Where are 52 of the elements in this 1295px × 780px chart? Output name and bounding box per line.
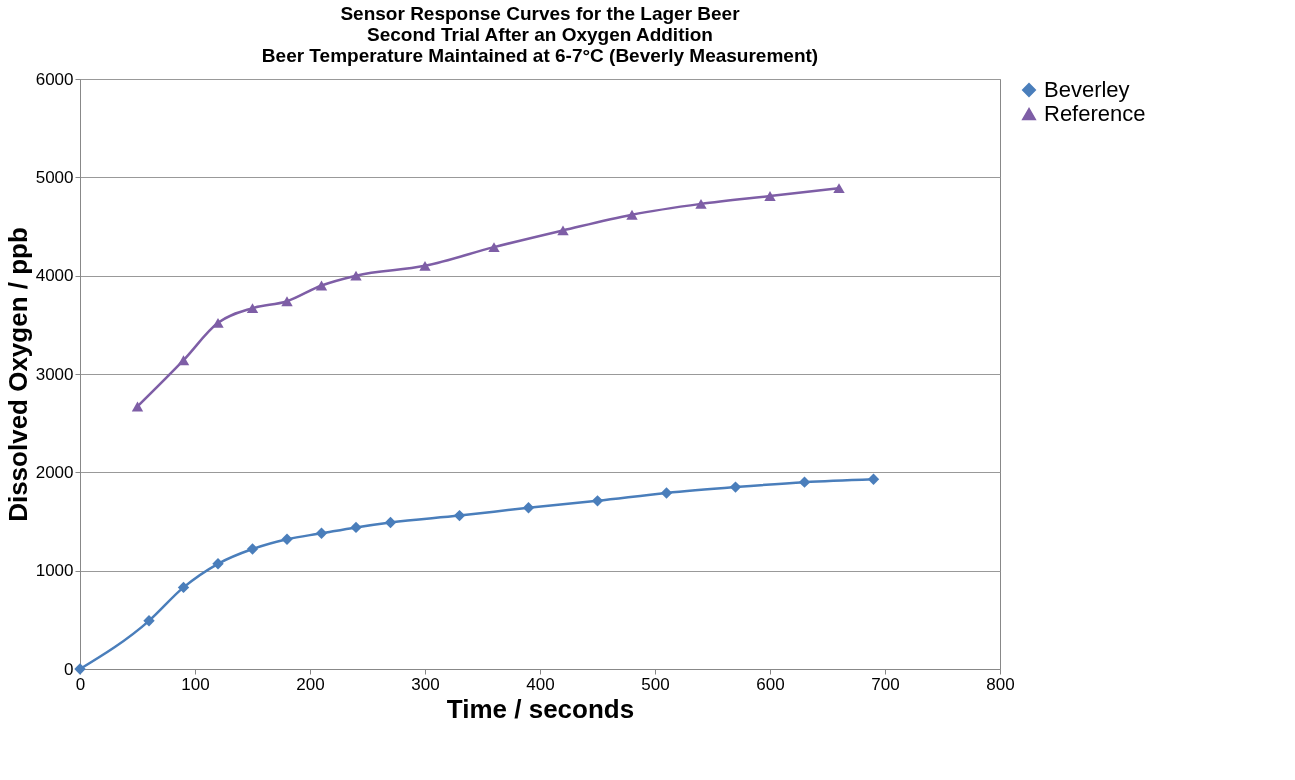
point — [177, 581, 190, 594]
point — [522, 502, 535, 514]
point — [143, 615, 155, 627]
x-axis-title: Time / seconds — [446, 693, 635, 724]
point — [246, 303, 259, 314]
point — [695, 198, 707, 209]
point — [591, 495, 604, 507]
x-tick-label: 800 — [986, 674, 1015, 694]
y-tick-label: 6000 — [35, 69, 74, 89]
point — [419, 260, 431, 271]
y-tick-label: 4000 — [35, 266, 74, 286]
point — [350, 521, 362, 534]
point — [384, 516, 397, 529]
point — [833, 183, 845, 194]
point — [453, 509, 466, 522]
y-tick-label: 3000 — [35, 364, 74, 384]
y-tick-label: 2000 — [35, 462, 74, 482]
point — [281, 296, 293, 307]
point — [177, 355, 190, 366]
point — [131, 401, 144, 412]
point — [729, 481, 742, 493]
point — [798, 476, 811, 488]
y-tick-label: 0 — [64, 659, 74, 679]
text: Second Trial After an Oxygen Addition — [367, 24, 713, 45]
y-tick-label: 5000 — [35, 167, 74, 187]
point — [557, 225, 569, 236]
y-tick-label: 1000 — [35, 561, 74, 581]
x-tick-label: 200 — [296, 674, 325, 694]
point — [246, 543, 259, 555]
point — [350, 270, 362, 281]
point — [74, 663, 86, 675]
x-tick-label: 600 — [756, 674, 785, 694]
x-tick-label: 500 — [641, 674, 670, 694]
x-tick-label: 700 — [871, 674, 900, 694]
point — [212, 558, 224, 570]
legend-label: Reference — [1044, 101, 1146, 126]
point — [660, 487, 673, 499]
point — [281, 533, 293, 545]
point — [867, 473, 880, 485]
x-tick-label: 300 — [411, 674, 440, 694]
text: Sensor Response Curves for the Lager Beer — [340, 3, 740, 24]
point — [488, 242, 500, 253]
point — [212, 317, 224, 328]
x-tick-label: 100 — [181, 674, 210, 694]
x-tick-label: 400 — [526, 674, 555, 694]
y-axis-title: Dissolved Oxygen / ppb — [2, 227, 33, 522]
point — [315, 527, 328, 539]
legend-label: Beverley — [1044, 77, 1130, 102]
point — [764, 191, 776, 201]
point — [315, 280, 328, 291]
text: Beer Temperature Maintained at 6-7°C (Beverly Measurement) — [261, 45, 819, 66]
point — [626, 209, 638, 220]
